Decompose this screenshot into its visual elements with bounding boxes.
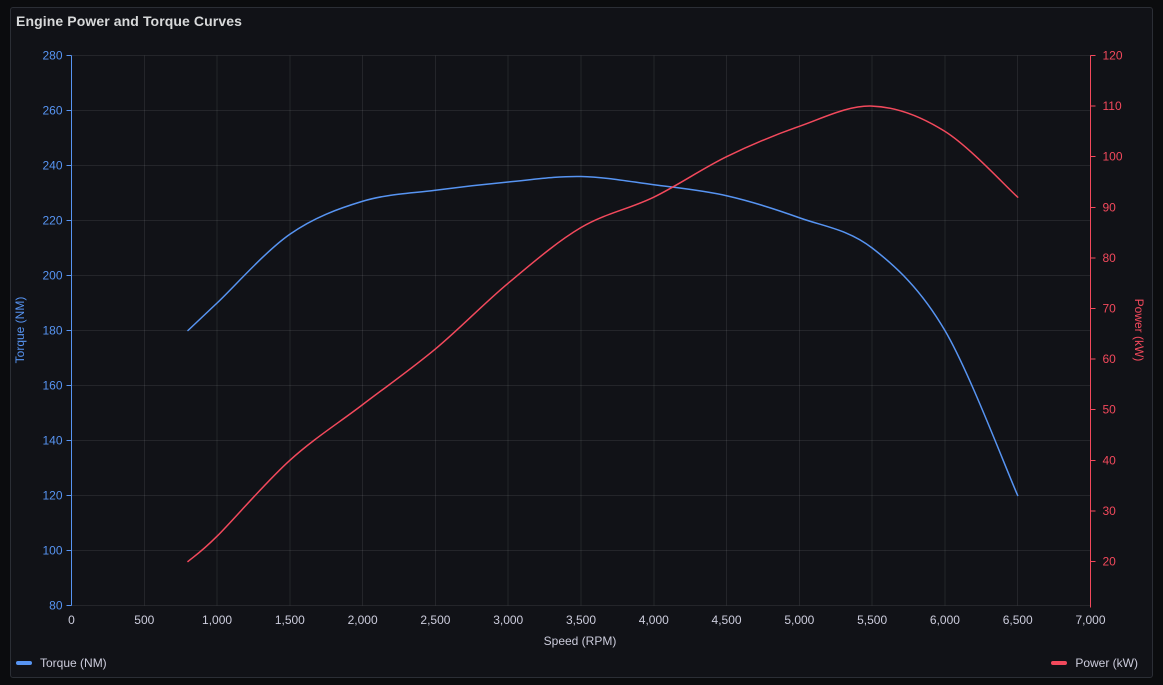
legend-label-torque: Torque (NM) [40,655,107,670]
y-left-tick-label: 80 [49,599,63,613]
y-left-tick-label: 160 [42,379,62,393]
y-right-tick-label: 90 [1103,200,1117,214]
legend-label-power: Power (kW) [1075,655,1138,670]
y-right-tick-label: 70 [1103,302,1117,316]
legend-item-power[interactable]: Power (kW) [1051,655,1138,671]
x-tick-label: 1,000 [202,613,232,627]
y-right-tick-label: 60 [1103,352,1117,366]
y-axis-right-title: Power (kW) [1132,298,1146,362]
y-right-tick-label: 100 [1103,150,1123,164]
x-tick-label: 7,000 [1075,613,1105,627]
y-left-tick-label: 280 [42,49,62,63]
y-left-tick-label: 220 [42,214,62,228]
y-right-tick-label: 20 [1103,555,1117,569]
legend: Torque (NM) Power (kW) [16,654,1138,671]
x-tick-label: 4,000 [639,613,669,627]
y-left-tick-label: 100 [42,544,62,558]
chart-panel [10,7,1153,678]
x-tick-label: 2,000 [348,613,378,627]
y-right-tick-label: 110 [1103,99,1122,113]
x-tick-label: 500 [134,613,154,627]
y-left-tick-label: 260 [42,104,62,118]
power-series-dash-icon [1051,660,1068,665]
x-tick-label: 3,500 [566,613,596,627]
y-left-tick-label: 140 [42,434,62,448]
y-right-tick-label: 30 [1103,504,1117,518]
y-right-tick-label: 40 [1103,453,1117,467]
panel-title: Engine Power and Torque Curves [16,13,243,29]
y-left-tick-label: 120 [42,489,62,503]
x-tick-label: 6,000 [930,613,960,627]
power-curve [187,105,1019,563]
legend-item-torque[interactable]: Torque (NM) [16,655,107,671]
x-tick-label: 4,500 [712,613,742,627]
y-axis-left-title: Torque (NM) [13,296,27,364]
x-tick-label: 1,500 [275,613,305,627]
x-tick-label: 2,500 [420,613,450,627]
y-right-tick-label: 50 [1103,403,1117,417]
x-tick-label: 5,000 [784,613,814,627]
y-right-tick-label: 120 [1103,49,1123,63]
torque-series-dash-icon [16,660,32,665]
x-tick-label: 0 [68,613,75,627]
torque-curve [187,175,1019,497]
y-left-tick-label: 240 [42,159,62,173]
x-tick-label: 3,000 [493,613,523,627]
x-axis-title: Speed (RPM) [543,634,617,648]
x-tick-label: 5,500 [857,613,887,627]
x-tick-label: 6,500 [1003,613,1033,627]
y-right-tick-label: 80 [1103,251,1117,265]
y-left-tick-label: 180 [42,324,62,338]
y-left-tick-label: 200 [42,269,62,283]
